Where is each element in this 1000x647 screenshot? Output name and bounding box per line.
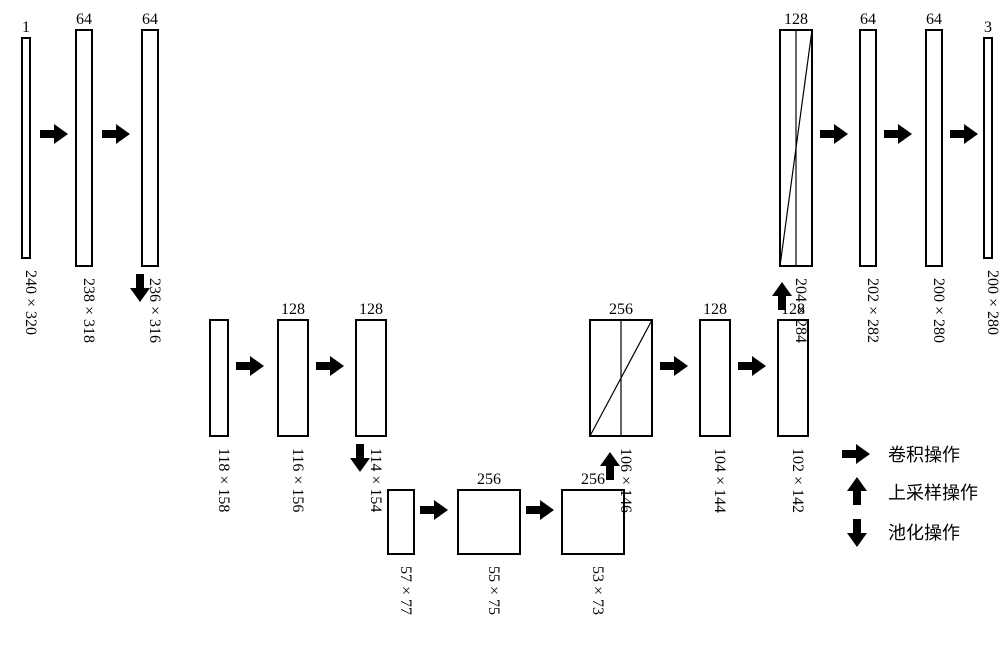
svg-text:64: 64 bbox=[142, 11, 158, 28]
svg-text:256: 256 bbox=[609, 301, 633, 318]
svg-text:118 × 158: 118 × 158 bbox=[215, 448, 232, 512]
svg-text:256: 256 bbox=[477, 471, 501, 488]
svg-text:104 × 144: 104 × 144 bbox=[711, 448, 728, 513]
legend-label: 池化操作 bbox=[888, 519, 960, 545]
svg-text:64: 64 bbox=[860, 11, 876, 28]
legend-label: 卷积操作 bbox=[888, 441, 960, 467]
svg-text:1: 1 bbox=[22, 19, 30, 36]
svg-text:256: 256 bbox=[581, 471, 605, 488]
svg-text:128: 128 bbox=[359, 301, 383, 318]
arrow-up-icon bbox=[840, 477, 874, 507]
svg-text:200 × 280: 200 × 280 bbox=[984, 270, 1000, 335]
svg-text:128: 128 bbox=[281, 301, 305, 318]
svg-text:240 × 320: 240 × 320 bbox=[22, 270, 39, 335]
svg-text:64: 64 bbox=[926, 11, 942, 28]
svg-text:116 × 156: 116 × 156 bbox=[289, 448, 306, 512]
legend-label: 上采样操作 bbox=[888, 479, 978, 505]
svg-text:102 × 142: 102 × 142 bbox=[789, 448, 806, 513]
svg-text:200 × 280: 200 × 280 bbox=[930, 278, 947, 343]
legend-row-upsample: 上采样操作 bbox=[840, 477, 978, 507]
svg-text:114 × 154: 114 × 154 bbox=[367, 448, 384, 512]
legend-row-conv: 卷积操作 bbox=[840, 441, 978, 467]
svg-text:3: 3 bbox=[984, 19, 992, 36]
svg-text:238 × 318: 238 × 318 bbox=[80, 278, 97, 343]
legend: 卷积操作 上采样操作 池化操作 bbox=[840, 431, 978, 557]
svg-text:128: 128 bbox=[703, 301, 727, 318]
svg-text:64: 64 bbox=[76, 11, 92, 28]
svg-text:106 × 146: 106 × 146 bbox=[617, 448, 634, 513]
svg-text:55 × 75: 55 × 75 bbox=[485, 566, 502, 615]
svg-text:204 × 284: 204 × 284 bbox=[792, 278, 809, 343]
svg-text:236 × 316: 236 × 316 bbox=[146, 278, 163, 343]
svg-text:128: 128 bbox=[784, 11, 808, 28]
svg-text:202 × 282: 202 × 282 bbox=[864, 278, 881, 343]
svg-text:53 × 73: 53 × 73 bbox=[589, 566, 606, 615]
arrow-right-icon bbox=[840, 442, 874, 466]
arrow-down-icon bbox=[840, 517, 874, 547]
svg-text:57 × 77: 57 × 77 bbox=[397, 566, 414, 615]
legend-row-pool: 池化操作 bbox=[840, 517, 978, 547]
